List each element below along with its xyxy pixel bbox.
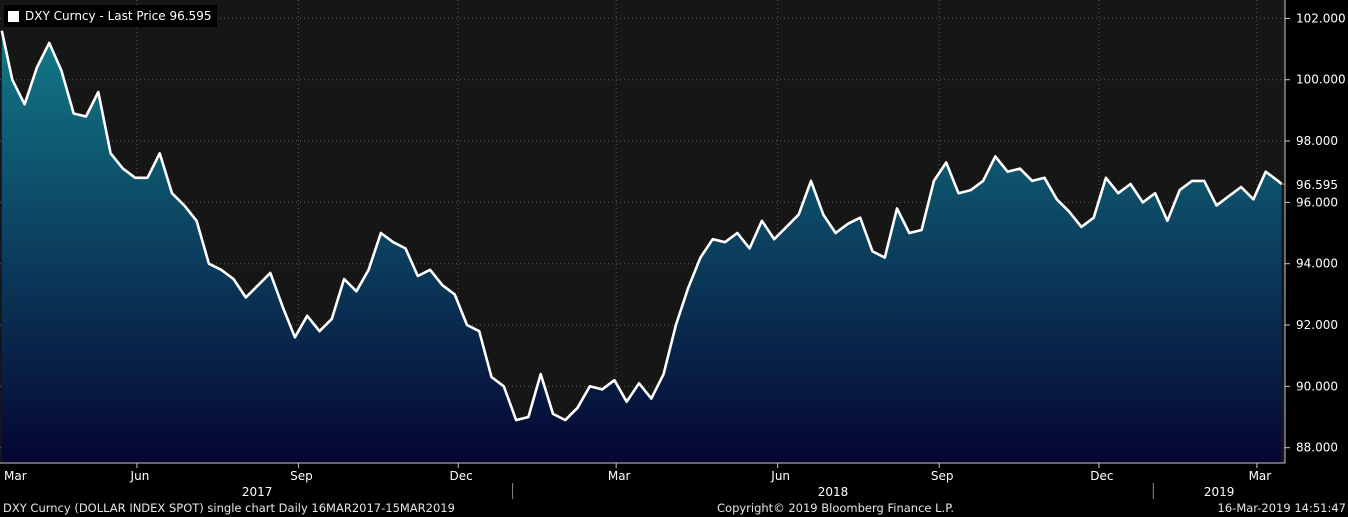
legend-label: DXY Curncy - Last Price 96.595 <box>25 9 212 23</box>
x-month-label: Mar <box>4 469 27 483</box>
x-month-label: Mar <box>608 469 631 483</box>
legend-swatch <box>8 10 19 22</box>
y-tick-label: 94.000 <box>1296 257 1338 271</box>
x-year-label: 2018 <box>818 485 849 499</box>
x-month-label: Sep <box>931 469 954 483</box>
x-month-label: Jun <box>130 469 150 483</box>
x-axis: Mar Jun Sep Dec Mar Jun Sep Dec Mar 2017 2018 2019 <box>0 462 1285 499</box>
y-tick-label: 98.000 <box>1296 134 1338 148</box>
price-line <box>0 30 1283 422</box>
x-year-label: 2017 <box>242 485 273 499</box>
y-axis: 88.000 90.000 92.000 94.000 96.000 98.000 100.… <box>1284 0 1346 463</box>
last-price-box <box>1287 175 1345 194</box>
x-month-label: Sep <box>290 469 313 483</box>
x-year-label: 2019 <box>1204 485 1235 499</box>
y-tick-label: 100.000 <box>1296 73 1346 87</box>
x-month-label: Mar <box>1249 469 1272 483</box>
y-tick-label: 88.000 <box>1296 441 1338 455</box>
y-tick-label: 102.000 <box>1296 11 1346 25</box>
y-tick-label: 90.000 <box>1296 379 1338 393</box>
footer-copyright: Copyright© 2019 Bloomberg Finance L.P. <box>717 501 954 515</box>
y-tick-label: 92.000 <box>1296 318 1338 332</box>
last-price-marker: 96.595 <box>1281 175 1345 194</box>
x-month-label: Dec <box>1090 469 1113 483</box>
footer-bar: DXY Curncy (DOLLAR INDEX SPOT) single ch… <box>0 500 1348 517</box>
y-tick-label: 96.000 <box>1296 195 1338 209</box>
footer-description: DXY Curncy (DOLLAR INDEX SPOT) single ch… <box>3 501 455 515</box>
last-price-label: 96.595 <box>1296 178 1338 192</box>
x-month-label: Dec <box>450 469 473 483</box>
footer-timestamp: 16-Mar-2019 14:51:47 <box>1217 501 1346 515</box>
price-area <box>1 30 1282 463</box>
x-month-label: Jun <box>770 469 790 483</box>
legend: DXY Curncy - Last Price 96.595 <box>4 5 218 27</box>
